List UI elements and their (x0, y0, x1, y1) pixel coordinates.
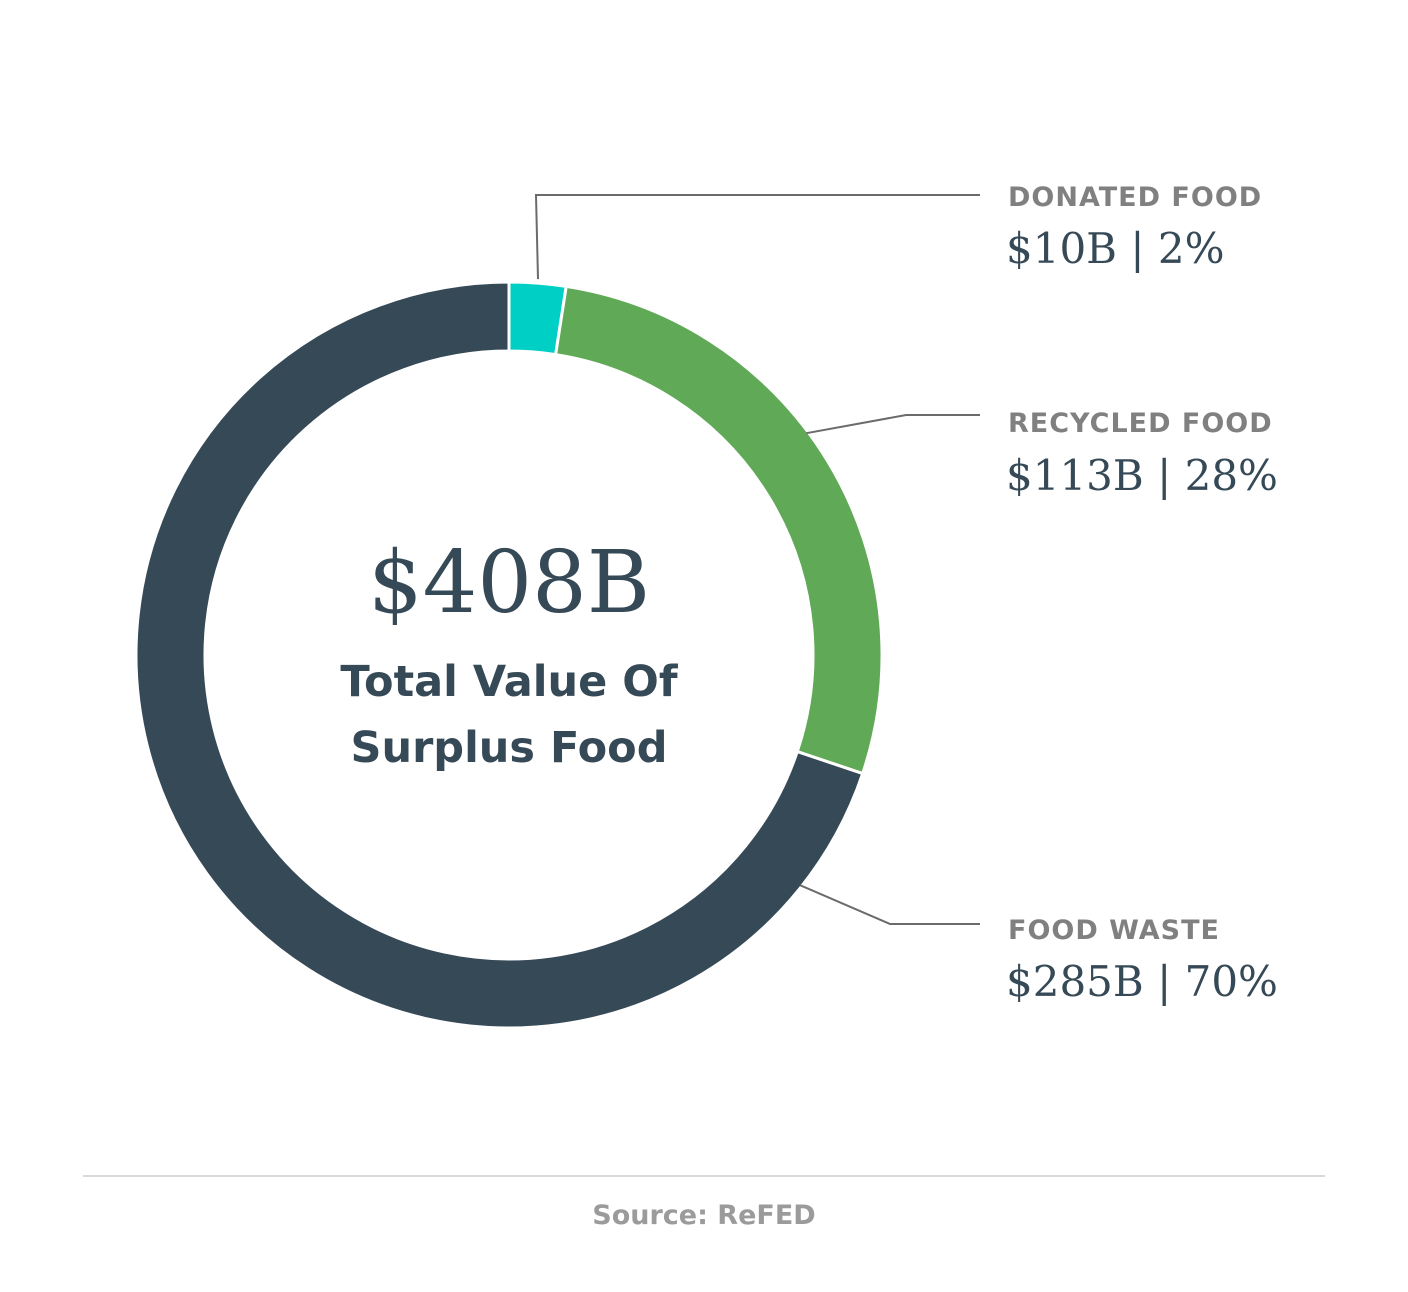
source-note: Source: ReFED (592, 1200, 816, 1231)
leader-line-donated-food (534, 194, 980, 280)
legend-value-food-waste: $285B | 70% (1006, 957, 1278, 1006)
slice-food-waste (134, 280, 865, 1030)
center-total-value: $408B (368, 533, 650, 633)
leader-lines (534, 194, 980, 925)
center-label-line-2: Surplus Food (351, 723, 668, 773)
legend-value-donated: $10B | 2% (1006, 224, 1225, 273)
leader-line-food-waste (799, 884, 980, 925)
legend-donated: DONATED FOOD $10B | 2% (1006, 182, 1262, 273)
legend-recycled: RECYCLED FOOD $113B | 28% (1006, 408, 1278, 500)
footer-divider (83, 1175, 1325, 1177)
leader-line-recycled-food (806, 414, 980, 435)
legend-label-recycled: RECYCLED FOOD (1008, 408, 1273, 439)
donut-slices (134, 280, 884, 1030)
legend-value-recycled: $113B | 28% (1006, 451, 1278, 500)
legend-food-waste: FOOD WASTE $285B | 70% (1006, 915, 1278, 1006)
legend-label-food-waste: FOOD WASTE (1008, 915, 1220, 946)
center-label-line-1: Total Value Of (340, 657, 678, 707)
legend-label-donated: DONATED FOOD (1008, 182, 1262, 213)
